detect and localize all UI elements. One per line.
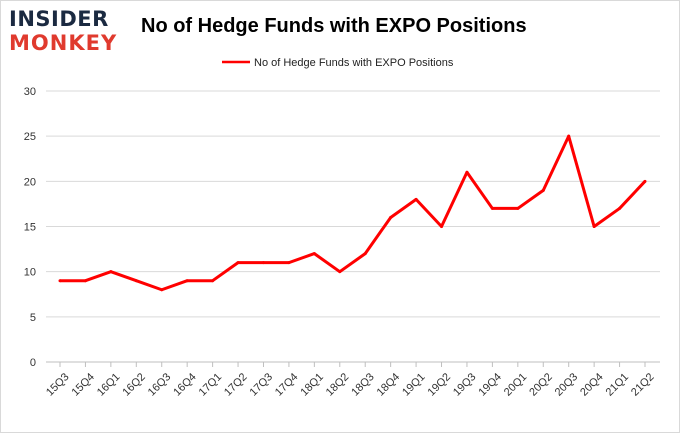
x-tick-label: 21Q1 xyxy=(604,371,632,399)
series-line-0 xyxy=(60,134,647,292)
x-tick-label: 18Q2 xyxy=(324,371,352,399)
data-point xyxy=(490,206,494,210)
data-point xyxy=(516,206,520,210)
x-tick-label: 16Q4 xyxy=(171,371,199,399)
data-point xyxy=(338,270,342,274)
x-tick-label: 20Q2 xyxy=(527,371,555,399)
x-tick-label: 20Q1 xyxy=(502,371,530,399)
data-point xyxy=(618,206,622,210)
logo-line-1: INSIDER xyxy=(9,7,109,31)
data-point xyxy=(83,279,87,283)
x-tick-label: 16Q1 xyxy=(95,371,123,399)
x-tick-label: 19Q3 xyxy=(451,371,479,399)
y-tick-label: 20 xyxy=(24,176,36,188)
x-tick-label: 15Q4 xyxy=(69,371,97,399)
legend: No of Hedge Funds with EXPO Positions xyxy=(222,57,454,69)
insider-monkey-logo: INSIDER MONKEY xyxy=(9,9,117,54)
x-tick-label: 18Q4 xyxy=(375,371,403,399)
data-point xyxy=(465,170,469,174)
data-point xyxy=(287,261,291,265)
data-point xyxy=(414,197,418,201)
x-tick-label: 19Q2 xyxy=(426,371,454,399)
y-tick-label: 0 xyxy=(30,357,36,369)
x-tick-label: 21Q2 xyxy=(629,371,657,399)
x-tick-label: 17Q3 xyxy=(248,371,276,399)
data-point xyxy=(643,179,647,183)
data-point xyxy=(211,279,215,283)
data-point xyxy=(185,279,189,283)
y-tick-label: 10 xyxy=(24,267,36,279)
x-tick-label: 19Q1 xyxy=(400,371,428,399)
x-tick-label: 19Q4 xyxy=(476,371,504,399)
series-layer xyxy=(58,134,647,292)
x-tick-label: 16Q3 xyxy=(146,371,174,399)
grid-lines xyxy=(46,90,660,363)
legend-label: No of Hedge Funds with EXPO Positions xyxy=(254,57,454,69)
data-point xyxy=(134,279,138,283)
data-point xyxy=(109,270,113,274)
x-axis-ticks: 15Q315Q416Q116Q216Q316Q417Q117Q217Q317Q4… xyxy=(44,362,657,399)
x-tick-label: 18Q3 xyxy=(349,371,377,399)
chart-title: No of Hedge Funds with EXPO Positions xyxy=(141,15,527,37)
data-point xyxy=(541,188,545,192)
data-point xyxy=(261,261,265,265)
y-tick-label: 15 xyxy=(24,222,36,234)
data-point xyxy=(58,279,62,283)
x-tick-label: 16Q2 xyxy=(120,371,148,399)
data-point xyxy=(440,225,444,228)
x-tick-label: 18Q1 xyxy=(298,371,326,399)
x-tick-label: 17Q1 xyxy=(197,371,225,399)
x-tick-label: 17Q4 xyxy=(273,371,301,399)
x-tick-label: 20Q3 xyxy=(553,371,581,399)
data-point xyxy=(567,134,571,138)
data-point xyxy=(592,225,596,228)
data-point xyxy=(312,252,316,256)
x-tick-label: 17Q2 xyxy=(222,371,250,399)
data-point xyxy=(236,261,240,265)
y-tick-label: 25 xyxy=(24,131,36,143)
y-axis-ticks: 0 5 10 15 20 25 30 xyxy=(24,86,36,369)
logo-line-2: MONKEY xyxy=(9,31,118,55)
y-tick-label: 30 xyxy=(24,86,36,98)
y-tick-label: 5 xyxy=(30,312,36,324)
x-tick-label: 15Q3 xyxy=(44,371,72,399)
x-tick-label: 20Q4 xyxy=(578,371,606,399)
data-point xyxy=(363,252,367,256)
data-point xyxy=(160,288,164,292)
data-point xyxy=(389,215,393,219)
